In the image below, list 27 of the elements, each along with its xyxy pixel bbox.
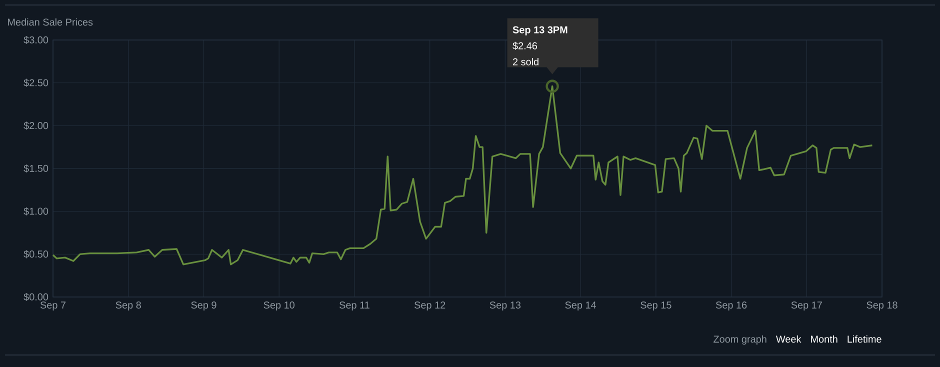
y-tick-label: $2.50: [24, 78, 48, 87]
text: Lifetime: [848, 335, 882, 343]
x-tick-label: Sep 12: [414, 302, 446, 311]
x-tick-label: Sep 18: [866, 302, 898, 311]
y-tick-label: $1.50: [24, 164, 48, 173]
x-tick-label: Sep 7: [40, 302, 66, 311]
x-tick-label: Sep 13: [490, 302, 521, 311]
x-tick-label: Sep 11: [340, 302, 370, 311]
y-tick-label: $1.00: [24, 207, 48, 216]
x-tick-label: Sep 17: [791, 302, 822, 311]
y-tick-label: $0.00: [24, 292, 48, 302]
x-tick-label: Sep 14: [565, 302, 596, 311]
text: Zoom graph: [714, 335, 766, 345]
x-tick-label: Sep 8: [116, 302, 141, 311]
text: Sep 13 3PM: [512, 26, 568, 36]
x-tick-label: Sep 16: [716, 302, 747, 311]
text: Month: [811, 335, 838, 343]
annotation: 2 sold: [512, 58, 538, 66]
chart-title: Median Sale Prices: [8, 18, 93, 26]
annotation: $2.46: [512, 42, 537, 50]
x-tick-label: Sep 10: [264, 302, 294, 311]
y-tick-label: $3.00: [24, 36, 48, 44]
y-tick-label: $2.00: [24, 122, 48, 130]
y-tick-label: $0.50: [24, 250, 48, 258]
x-tick-label: Sep 15: [640, 302, 672, 311]
text: Week: [776, 335, 802, 343]
x-tick-label: Sep 9: [191, 302, 216, 311]
